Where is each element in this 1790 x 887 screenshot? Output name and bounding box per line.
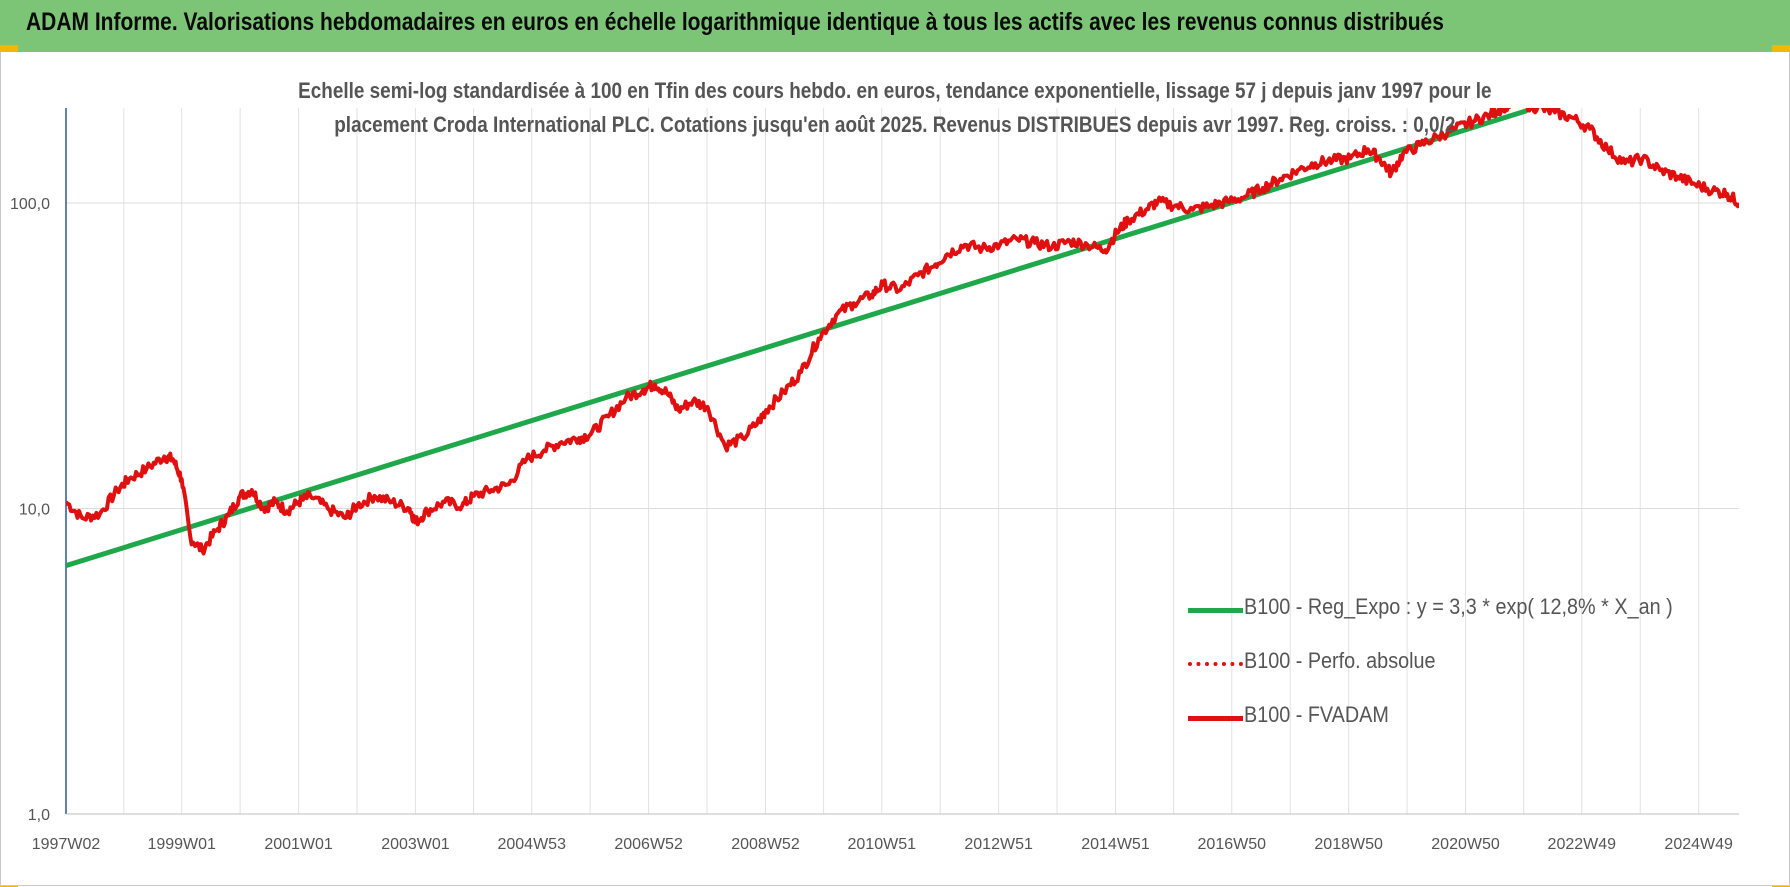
chart-title: Echelle semi-log standardisée à 100 en T… (200, 74, 1590, 142)
legend-label-trend: B100 - Reg_Expo : y = 3,3 * exp( 12,8% *… (1244, 594, 1673, 619)
corner-marker (0, 45, 18, 54)
chart-title-line1: Echelle semi-log standardisée à 100 en T… (298, 78, 1492, 103)
series-layer (66, 108, 1739, 569)
y-tick-label: 100,0 (10, 196, 50, 213)
legend-item-perf: B100 - Perfo. absolue (1188, 644, 1708, 698)
x-tick-label: 1999W01 (147, 836, 216, 853)
x-tick-label: 2003W01 (381, 836, 450, 853)
series-line-trend (66, 108, 1529, 569)
series-line-fvadam (66, 108, 1739, 556)
legend-item-trend: B100 - Reg_Expo : y = 3,3 * exp( 12,8% *… (1188, 590, 1708, 644)
legend-swatch-trend (1188, 608, 1243, 613)
top-banner: ADAM Informe. Valorisations hebdomadaire… (0, 0, 1790, 52)
legend-item-fvadam: B100 - FVADAM (1188, 698, 1708, 752)
y-tick-label: 1,0 (28, 807, 50, 824)
legend: B100 - Reg_Expo : y = 3,3 * exp( 12,8% *… (1188, 590, 1708, 752)
x-tick-label: 2014W51 (1081, 836, 1150, 853)
x-tick-label: 2001W01 (264, 836, 333, 853)
tick-labels: 1,0 10,0 100,0 1997W02 1999W01 2001W01 2003W01… (10, 196, 1733, 853)
x-tick-label: 2010W51 (848, 836, 917, 853)
x-tick-label: 2022W49 (1548, 836, 1617, 853)
x-tick-label: 2024W49 (1664, 836, 1733, 853)
corner-marker (1772, 45, 1790, 54)
banner-title: ADAM Informe. Valorisations hebdomadaire… (26, 8, 1444, 36)
x-tick-label: 2020W50 (1431, 836, 1500, 853)
legend-swatch-fvadam (1188, 716, 1243, 721)
x-tick-label: 2006W52 (614, 836, 683, 853)
x-tick-label: 2008W52 (731, 836, 800, 853)
x-tick-label: 1997W02 (32, 836, 101, 853)
legend-label-perf: B100 - Perfo. absolue (1244, 648, 1436, 673)
chart-title-line2: placement Croda International PLC. Cotat… (334, 112, 1456, 137)
x-tick-label: 2018W50 (1314, 836, 1383, 853)
y-tick-label: 10,0 (19, 502, 50, 519)
x-tick-label: 2016W50 (1198, 836, 1267, 853)
legend-swatch-perf (1188, 662, 1243, 666)
axes (65, 108, 1739, 815)
x-tick-label: 2004W53 (497, 836, 566, 853)
x-tick-label: 2012W51 (964, 836, 1033, 853)
legend-label-fvadam: B100 - FVADAM (1244, 702, 1389, 727)
